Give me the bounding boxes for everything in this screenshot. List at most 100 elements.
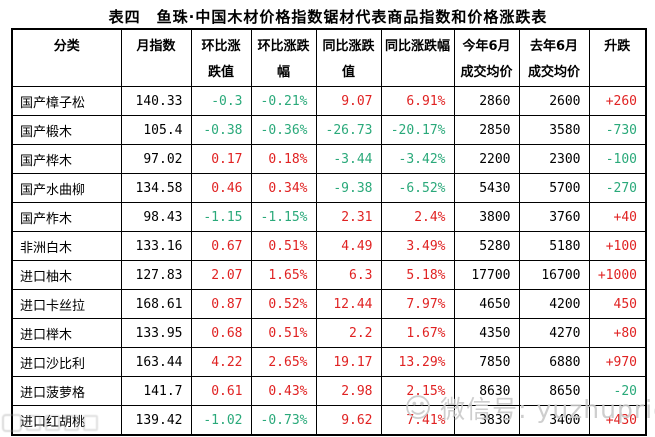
value-cell: 3830 (453, 405, 520, 436)
value-cell: 6.3 (315, 260, 382, 290)
value-cell: 1.65% (250, 260, 317, 290)
value-cell: -0.36% (250, 115, 317, 145)
value-cell: 4.22 (190, 347, 252, 377)
value-cell: -20.17% (380, 115, 455, 145)
value-cell: -0.73% (250, 405, 317, 436)
value-cell: 0.51% (250, 318, 317, 348)
value-cell: 0.51% (250, 231, 317, 261)
column-header: 同比涨跌值 (315, 28, 382, 87)
value-cell: -20 (588, 376, 647, 406)
value-cell: +80 (588, 318, 647, 348)
table-row: 国产桦木 97.02 0.17 0.18% -3.44 -3.42% 2200 2300 -10… (11, 144, 647, 174)
value-cell: 4.49 (315, 231, 382, 261)
category-cell: 进口沙比利 (11, 347, 122, 377)
value-cell: 2.4% (380, 202, 455, 232)
column-header-line1: 分类 (53, 39, 80, 54)
column-header-line1: 同比涨跌幅 (384, 39, 450, 54)
value-cell: +430 (588, 405, 647, 436)
value-cell: +40 (588, 202, 647, 232)
category-cell: 进口菠萝格 (11, 376, 122, 406)
column-header-line2: 成交均价 (527, 65, 580, 80)
value-cell: -26.73 (315, 115, 382, 145)
value-cell: +1000 (588, 260, 647, 290)
value-cell: 19.17 (315, 347, 382, 377)
column-header: 分类 (11, 28, 122, 87)
value-cell: -3.42% (380, 144, 455, 174)
value-cell: 2.15% (380, 376, 455, 406)
column-header: 环比涨 跌值 (190, 28, 252, 87)
value-cell: 5430 (453, 173, 520, 203)
value-cell: 97.02 (120, 144, 192, 174)
column-header: 同比涨跌幅 (380, 28, 455, 87)
value-cell: 4350 (453, 318, 520, 348)
price-table: 分类 月指数 环比涨 跌值 环比涨跌幅同比涨跌值同比涨跌幅 今年6月 成交均价 去年6月 成交均… (11, 28, 647, 436)
table-row: 国产柞木 98.43 -1.15 -1.15% 2.31 2.4% 3800 3760 +40 (11, 202, 647, 232)
value-cell: -6.52% (380, 173, 455, 203)
category-cell: 国产樟子松 (11, 86, 122, 116)
value-cell: -3.44 (315, 144, 382, 174)
column-header: 月指数 (120, 28, 192, 87)
value-cell: 127.83 (120, 260, 192, 290)
table-row: 进口菠萝格 141.7 0.61 0.43% 2.98 2.15% 8630 8650 -20 (11, 376, 647, 406)
table-row: 进口榉木 133.95 0.68 0.51% 2.2 1.67% 4350 4270 +80 (11, 318, 647, 348)
value-cell: 134.58 (120, 173, 192, 203)
value-cell: 12.44 (315, 289, 382, 319)
value-cell: 7.41% (380, 405, 455, 436)
value-cell: 3400 (518, 405, 590, 436)
table-body: 国产樟子松 140.33 -0.3 -0.21% 9.07 6.91% 2860 2600 +2… (11, 86, 647, 436)
value-cell: 0.87 (190, 289, 252, 319)
value-cell: 3800 (453, 202, 520, 232)
value-cell: 3760 (518, 202, 590, 232)
column-header: 环比涨跌幅 (250, 28, 317, 87)
value-cell: 16700 (518, 260, 590, 290)
value-cell: 0.52% (250, 289, 317, 319)
column-header-line2: 值 (341, 65, 355, 80)
value-cell: 133.16 (120, 231, 192, 261)
column-header-line1: 去年6月 (529, 39, 579, 54)
category-cell: 进口榉木 (11, 318, 122, 348)
value-cell: 4270 (518, 318, 590, 348)
value-cell: 2200 (453, 144, 520, 174)
value-cell: -9.38 (315, 173, 382, 203)
value-cell: 140.33 (120, 86, 192, 116)
category-cell: 进口柚木 (11, 260, 122, 290)
page-title: 表四 鱼珠·中国木材价格指数锯材代表商品指数和价格涨跌表 (108, 8, 548, 26)
value-cell: 8650 (518, 376, 590, 406)
value-cell: 2300 (518, 144, 590, 174)
value-cell: 8630 (453, 376, 520, 406)
category-cell: 非洲白木 (11, 231, 122, 261)
table-row: 进口卡丝拉 168.61 0.87 0.52% 12.44 7.97% 4650 4200 45… (11, 289, 647, 319)
table-row: 进口红胡桃 139.42 -1.02 -0.73% 9.62 7.41% 3830 3400 +… (11, 405, 647, 436)
value-cell: 3580 (518, 115, 590, 145)
value-cell: 2.07 (190, 260, 252, 290)
table-row: 进口沙比利 163.44 4.22 2.65% 19.17 13.29% 7850 6880 +… (11, 347, 647, 377)
value-cell: 168.61 (120, 289, 192, 319)
category-cell: 国产柞木 (11, 202, 122, 232)
value-cell: 2.2 (315, 318, 382, 348)
table-row: 进口柚木 127.83 2.07 1.65% 6.3 5.18% 17700 16700 +10… (11, 260, 647, 290)
value-cell: 2850 (453, 115, 520, 145)
value-cell: 0.46 (190, 173, 252, 203)
value-cell: -0.38 (190, 115, 252, 145)
value-cell: 450 (588, 289, 647, 319)
value-cell: 4200 (518, 289, 590, 319)
value-cell: 5280 (453, 231, 520, 261)
column-header-line1: 升跌 (604, 39, 631, 54)
column-header-line1: 月指数 (136, 39, 176, 54)
value-cell: -0.3 (190, 86, 252, 116)
table-row: 国产椴木 105.4 -0.38 -0.36% -26.73 -20.17% 2850 358… (11, 115, 647, 145)
value-cell: 2.65% (250, 347, 317, 377)
category-cell: 进口红胡桃 (11, 405, 122, 436)
value-cell: 5.18% (380, 260, 455, 290)
column-header-line1: 环比涨 (201, 39, 241, 54)
value-cell: 0.34% (250, 173, 317, 203)
category-cell: 国产椴木 (11, 115, 122, 145)
value-cell: 5180 (518, 231, 590, 261)
value-cell: 2600 (518, 86, 590, 116)
column-header-line2: 幅 (276, 65, 290, 80)
value-cell: 4650 (453, 289, 520, 319)
value-cell: -1.15 (190, 202, 252, 232)
value-cell: 105.4 (120, 115, 192, 145)
column-header-line2: 成交均价 (460, 65, 513, 80)
value-cell: 9.62 (315, 405, 382, 436)
